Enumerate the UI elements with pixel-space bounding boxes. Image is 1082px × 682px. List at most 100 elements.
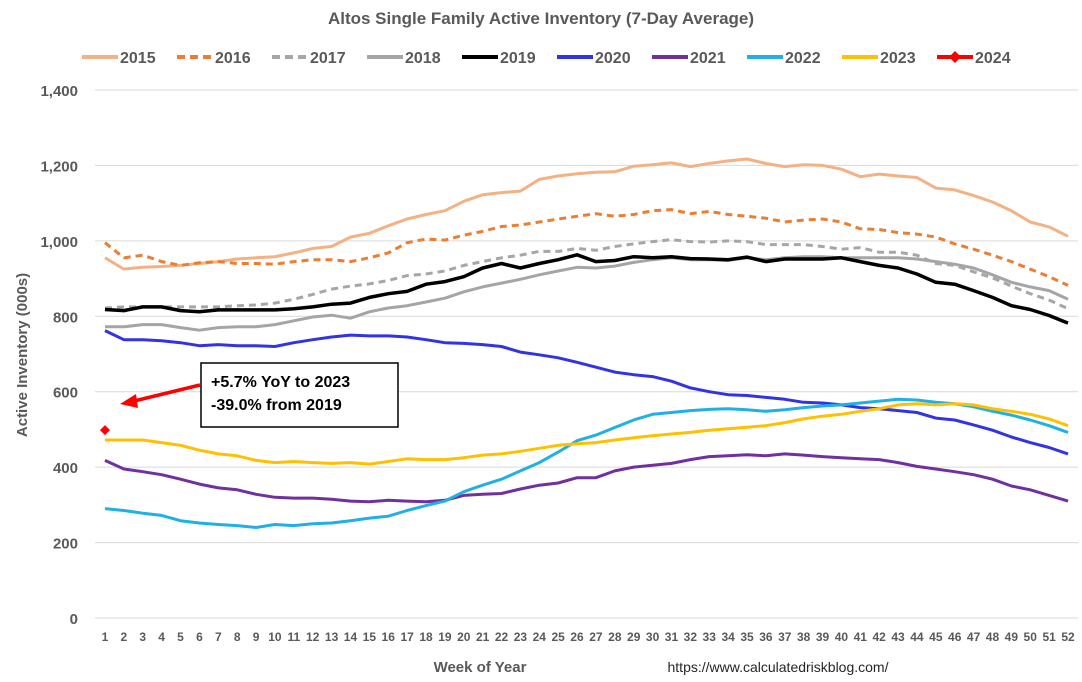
legend-item-2019: 2019 — [462, 50, 536, 67]
x-tick-label: 45 — [929, 630, 943, 644]
x-tick-label: 1 — [102, 630, 109, 644]
chart-title: Altos Single Family Active Inventory (7-… — [328, 9, 754, 28]
legend-label: 2017 — [310, 50, 346, 67]
x-tick-label: 48 — [986, 630, 1000, 644]
x-tick-label: 40 — [835, 630, 849, 644]
x-tick-label: 26 — [570, 630, 584, 644]
data-point-2024 — [100, 425, 110, 436]
x-tick-label: 17 — [400, 630, 414, 644]
series-lines — [100, 157, 1069, 529]
x-tick-label: 12 — [306, 630, 320, 644]
y-tick-label: 0 — [70, 611, 78, 628]
y-tick-label: 600 — [53, 385, 78, 402]
x-tick-label: 2 — [121, 630, 128, 644]
legend-label: 2015 — [120, 50, 156, 67]
x-tick-label: 33 — [703, 630, 717, 644]
x-tick-label: 7 — [215, 630, 222, 644]
x-tick-label: 41 — [854, 630, 868, 644]
y-tick-label: 200 — [53, 536, 78, 553]
x-tick-label: 36 — [759, 630, 773, 644]
source-url: https://www.calculatedriskblog.com/ — [668, 659, 889, 675]
x-tick-label: 25 — [551, 630, 565, 644]
series-line-2018 — [105, 255, 1069, 332]
legend-label: 2022 — [785, 50, 821, 67]
x-tick-label: 27 — [589, 630, 603, 644]
x-tick-label: 19 — [438, 630, 452, 644]
x-tick-label: 22 — [495, 630, 509, 644]
x-tick-label: 43 — [891, 630, 905, 644]
annotation-line-1: +5.7% YoY to 2023 — [211, 374, 350, 391]
x-tick-label: 42 — [872, 630, 886, 644]
annotation-box — [200, 362, 399, 428]
annotation-arrowhead — [120, 394, 138, 408]
x-tick-label: 18 — [419, 630, 433, 644]
x-tick-label: 4 — [158, 630, 165, 644]
legend-marker-icon — [949, 51, 961, 63]
x-tick-label: 37 — [778, 630, 792, 644]
legend-item-2024: 2024 — [937, 50, 1011, 67]
x-tick-label: 31 — [665, 630, 679, 644]
x-axis-ticks: 1 2 3 4 5 6 7 8 9 10 11 12 13 14 15 16 17 18 19 20 21 22 23 24 2… — [102, 630, 1075, 644]
legend-label: 2019 — [500, 50, 536, 67]
x-tick-label: 9 — [253, 630, 260, 644]
series-line-2017 — [104, 238, 1069, 311]
x-tick-label: 50 — [1024, 630, 1038, 644]
series-line-2023 — [105, 402, 1069, 466]
x-tick-label: 5 — [177, 630, 184, 644]
y-tick-label: 1,400 — [40, 83, 78, 100]
x-tick-label: 35 — [740, 630, 754, 644]
y-tick-label: 800 — [53, 309, 78, 326]
y-axis-label: Active Inventory (000s) — [14, 273, 31, 437]
x-tick-label: 32 — [684, 630, 698, 644]
x-tick-label: 10 — [268, 630, 282, 644]
legend-label: 2023 — [880, 50, 916, 67]
legend-label: 2021 — [690, 50, 726, 67]
series-line-2015 — [104, 157, 1069, 271]
x-tick-label: 24 — [533, 630, 547, 644]
x-tick-label: 20 — [457, 630, 471, 644]
legend-label: 2016 — [215, 50, 251, 67]
series-line-2016 — [104, 208, 1069, 287]
annotation-arrow — [129, 383, 201, 404]
legend-item-2015: 2015 — [82, 50, 156, 67]
x-tick-label: 30 — [646, 630, 660, 644]
x-tick-label: 47 — [967, 630, 981, 644]
gridlines — [95, 89, 1078, 619]
annotation: +5.7% YoY to 2023 -39.0% from 2019 — [120, 362, 399, 428]
x-tick-label: 34 — [721, 630, 735, 644]
x-tick-label: 6 — [196, 630, 203, 644]
x-tick-label: 46 — [948, 630, 962, 644]
y-tick-label: 400 — [53, 460, 78, 477]
series-line-2019 — [104, 253, 1069, 325]
series-line-2022 — [104, 397, 1069, 529]
legend-item-2020: 2020 — [557, 50, 631, 67]
x-tick-label: 28 — [608, 630, 622, 644]
x-tick-label: 8 — [234, 630, 241, 644]
legend-item-2017: 2017 — [272, 50, 346, 67]
legend: 2015 2016 2017 2018 2019 2020 2021 2022 2023 2024 — [82, 50, 1011, 67]
legend-label: 2018 — [405, 50, 441, 67]
legend-item-2021: 2021 — [652, 50, 726, 67]
x-tick-label: 21 — [476, 630, 490, 644]
legend-label: 2024 — [975, 50, 1011, 67]
x-tick-label: 14 — [344, 630, 358, 644]
x-tick-label: 52 — [1061, 630, 1075, 644]
annotation-line-2: -39.0% from 2019 — [211, 397, 342, 414]
x-tick-label: 15 — [363, 630, 377, 644]
legend-item-2016: 2016 — [177, 50, 251, 67]
x-tick-label: 51 — [1042, 630, 1056, 644]
x-tick-label: 23 — [514, 630, 528, 644]
x-tick-label: 3 — [139, 630, 146, 644]
x-axis-label: Week of Year — [434, 659, 527, 676]
x-tick-label: 44 — [910, 630, 924, 644]
x-tick-label: 16 — [382, 630, 396, 644]
series-line-2020 — [104, 329, 1069, 456]
legend-label: 2020 — [595, 50, 631, 67]
x-tick-label: 38 — [797, 630, 811, 644]
x-tick-label: 39 — [816, 630, 830, 644]
x-tick-label: 11 — [287, 630, 300, 644]
x-tick-label: 13 — [325, 630, 339, 644]
x-tick-label: 49 — [1005, 630, 1019, 644]
legend-item-2022: 2022 — [747, 50, 821, 67]
